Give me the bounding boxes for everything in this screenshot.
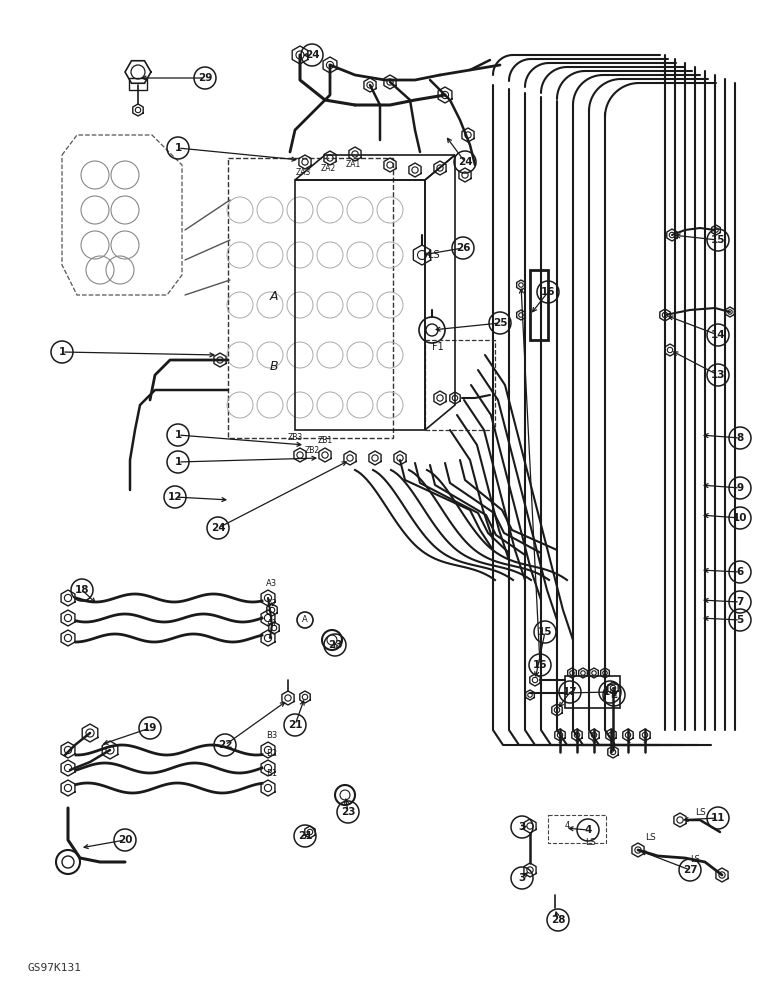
Text: 3: 3 <box>643 738 647 744</box>
Text: LS: LS <box>585 838 596 847</box>
Text: ZA3: ZA3 <box>296 168 310 177</box>
Text: ZB3: ZB3 <box>287 433 303 442</box>
Text: ZA1: ZA1 <box>345 160 361 169</box>
Text: 6: 6 <box>574 738 579 744</box>
Text: 1: 1 <box>59 347 66 357</box>
Text: 1: 1 <box>609 738 613 744</box>
Text: ZB1: ZB1 <box>317 436 333 445</box>
Text: LS: LS <box>645 833 655 842</box>
Text: LS: LS <box>690 855 700 864</box>
Text: 18: 18 <box>75 585 90 595</box>
Text: 4: 4 <box>584 825 591 835</box>
Text: 24: 24 <box>305 50 320 60</box>
Text: 15: 15 <box>538 627 552 637</box>
Text: A3: A3 <box>266 579 278 588</box>
Text: GS97K131: GS97K131 <box>28 963 82 973</box>
Text: 6: 6 <box>736 567 743 577</box>
Text: 8: 8 <box>736 433 743 443</box>
Text: 10: 10 <box>733 513 747 523</box>
Text: 9: 9 <box>736 483 743 493</box>
Text: 1: 1 <box>174 430 181 440</box>
Text: 29: 29 <box>198 73 212 83</box>
Text: F1: F1 <box>432 342 444 352</box>
Text: 13: 13 <box>711 370 725 380</box>
Bar <box>548 815 606 843</box>
Text: 14: 14 <box>711 330 726 340</box>
Bar <box>530 270 548 340</box>
Text: 25: 25 <box>493 318 507 328</box>
Text: 17: 17 <box>563 687 577 697</box>
Bar <box>425 340 495 430</box>
Text: 11: 11 <box>711 813 725 823</box>
Text: LS: LS <box>695 808 706 817</box>
Text: 21: 21 <box>288 720 303 730</box>
Text: 5: 5 <box>736 615 743 625</box>
Text: 28: 28 <box>550 915 565 925</box>
Text: 24: 24 <box>211 523 225 533</box>
Text: 15: 15 <box>711 235 725 245</box>
Text: 27: 27 <box>682 865 697 875</box>
Text: 1: 1 <box>174 143 181 153</box>
Text: 7: 7 <box>736 597 743 607</box>
Bar <box>228 158 393 438</box>
Text: 4: 4 <box>565 821 571 830</box>
Text: 23: 23 <box>328 640 342 650</box>
Text: 1: 1 <box>174 457 181 467</box>
Text: B: B <box>270 360 279 373</box>
Text: 1: 1 <box>626 738 630 744</box>
Text: A2: A2 <box>266 599 277 608</box>
Text: 16: 16 <box>540 287 555 297</box>
Text: 20: 20 <box>118 835 132 845</box>
Text: 5: 5 <box>558 738 562 744</box>
Text: 12: 12 <box>168 492 182 502</box>
Text: 16: 16 <box>533 660 547 670</box>
Bar <box>295 180 425 430</box>
Bar <box>129 78 147 90</box>
Text: 26: 26 <box>455 243 470 253</box>
Text: A: A <box>302 615 308 624</box>
Text: 22: 22 <box>218 740 232 750</box>
Text: 19: 19 <box>143 723 157 733</box>
Text: 21: 21 <box>298 831 312 841</box>
Text: B1: B1 <box>266 769 278 778</box>
Text: ZA2: ZA2 <box>320 164 336 173</box>
Text: 14: 14 <box>603 687 618 697</box>
Text: 3: 3 <box>518 822 526 832</box>
Text: A1: A1 <box>266 619 277 628</box>
Text: LS: LS <box>428 250 439 260</box>
Text: 3: 3 <box>518 873 526 883</box>
Text: 8: 8 <box>592 738 596 744</box>
Text: B3: B3 <box>266 731 278 740</box>
Text: ZB2: ZB2 <box>304 446 320 455</box>
Text: B2: B2 <box>266 749 278 758</box>
Text: A: A <box>270 290 279 303</box>
Bar <box>565 676 620 708</box>
Text: 23: 23 <box>340 807 355 817</box>
Text: 24: 24 <box>458 157 472 167</box>
Text: 2: 2 <box>611 690 618 700</box>
